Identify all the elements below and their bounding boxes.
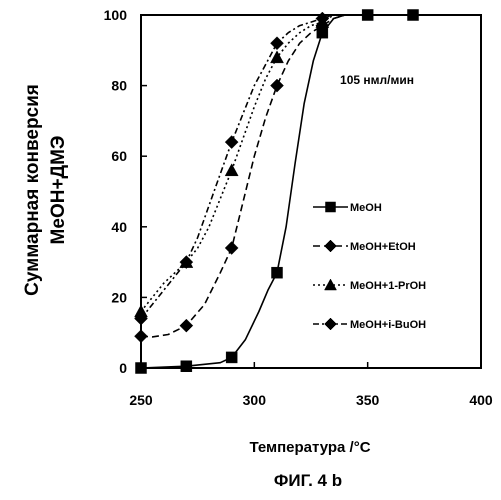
legend-marker — [326, 202, 336, 212]
flow-rate-annotation: 105 нмл/мин — [340, 73, 414, 87]
data-point — [180, 319, 193, 332]
legend-label: MeOH+1-PrOH — [350, 280, 426, 292]
data-point — [272, 267, 283, 278]
x-axis-label: Температура /°C — [249, 439, 370, 456]
data-point — [135, 330, 148, 343]
y-axis-label-line-1: Суммарная конверсия — [22, 84, 43, 296]
data-point — [136, 363, 147, 374]
y-axis-label: Суммарная конверсия MeOH+ДМЭ — [22, 84, 69, 296]
y-axis-label-line-2: MeOH+ДМЭ — [48, 136, 69, 245]
data-point — [271, 79, 284, 92]
legend-marker — [325, 318, 337, 330]
y-tick-label: 0 — [119, 360, 127, 376]
legend-marker — [325, 240, 337, 252]
legend-entry: MeOH+1-PrOH — [313, 279, 426, 292]
legend-label: MeOH+EtOH — [350, 241, 416, 253]
legend-entry: MeOH+EtOH — [313, 240, 416, 253]
data-point — [225, 164, 238, 176]
legend: MeOH MeOH+EtOH MeOH+1-PrOH MeOH+i-BuOH — [313, 202, 426, 331]
data-point — [225, 241, 238, 254]
y-tick-label: 20 — [111, 289, 127, 305]
y-tick-label: 100 — [104, 7, 128, 23]
data-point — [181, 361, 192, 372]
x-tick-label: 400 — [469, 392, 493, 408]
y-tick-label: 80 — [111, 78, 127, 94]
legend-label: MeOH — [350, 202, 382, 214]
series-1 — [135, 15, 414, 343]
x-tick-label: 300 — [243, 392, 267, 408]
data-point — [271, 37, 284, 50]
y-tick-label: 60 — [111, 148, 127, 164]
x-tick-label: 350 — [356, 392, 380, 408]
x-tick-label: 250 — [129, 392, 153, 408]
legend-entry: MeOH+i-BuOH — [313, 318, 426, 331]
series-line — [141, 15, 413, 368]
data-point — [226, 352, 237, 363]
data-point — [225, 136, 238, 149]
legend-entry: MeOH — [313, 202, 382, 214]
figure-caption: ФИГ. 4 b — [274, 471, 342, 490]
y-tick-label: 40 — [111, 219, 127, 235]
legend-label: MeOH+i-BuOH — [350, 319, 426, 331]
